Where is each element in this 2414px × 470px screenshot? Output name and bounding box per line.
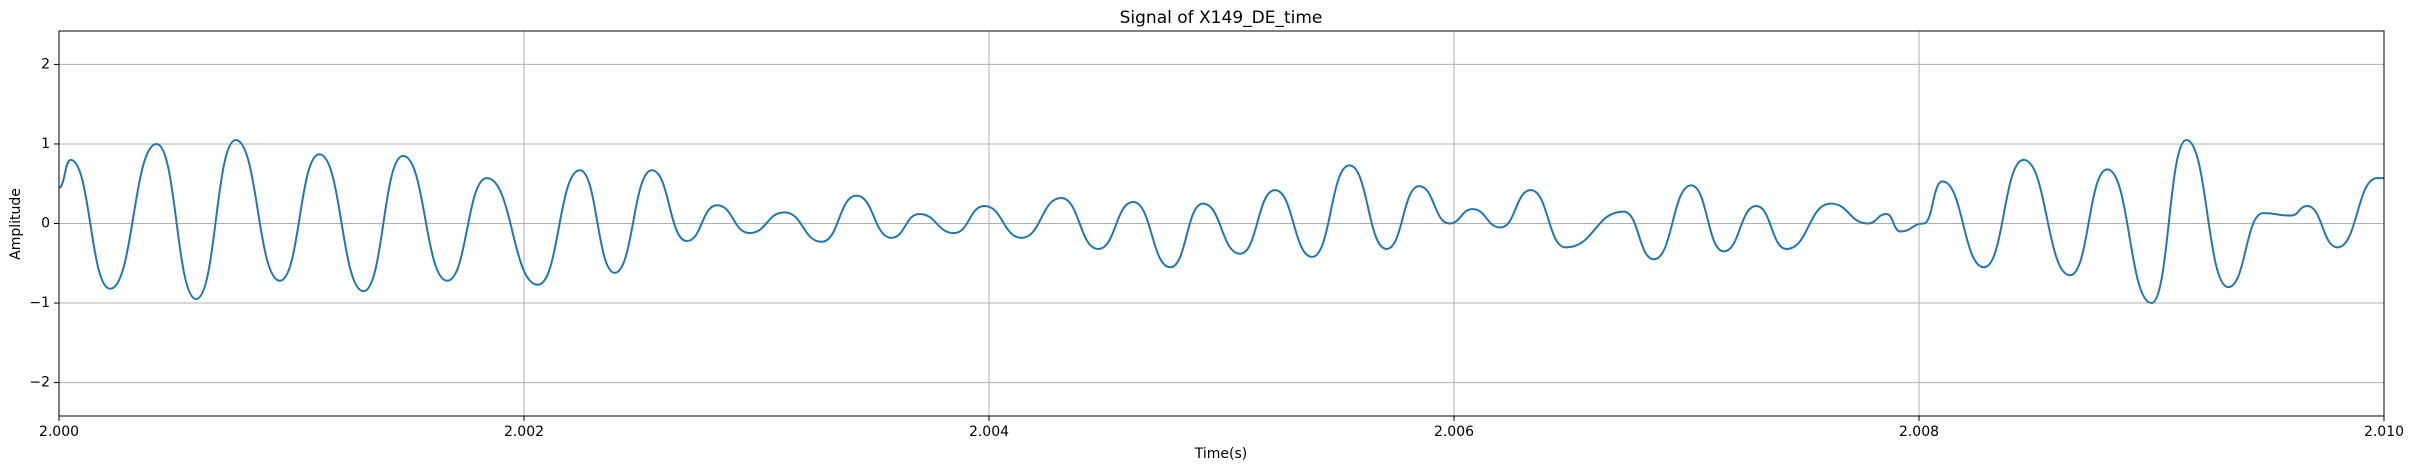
y-tick-label: 0 [41,216,50,232]
y-tick-label: 2 [41,56,50,72]
y-tick-label: −2 [29,375,50,391]
y-tick-label: 1 [41,136,50,152]
x-tick-label: 2.004 [969,424,1009,440]
x-tick-label: 2.000 [39,424,79,440]
signal-line [58,138,2384,305]
y-axis-label: Amplitude [8,188,24,260]
x-tick-label: 2.010 [2364,424,2404,440]
plot-frame [58,30,2385,417]
x-axis-label: Time(s) [1194,446,1247,462]
y-tick-label: −1 [29,295,50,311]
x-tick-label: 2.006 [1434,424,1474,440]
chart-title: Signal of X149_DE_time [1120,8,1323,28]
x-tick-label: 2.002 [504,424,544,440]
x-tick-label: 2.008 [1899,424,1939,440]
